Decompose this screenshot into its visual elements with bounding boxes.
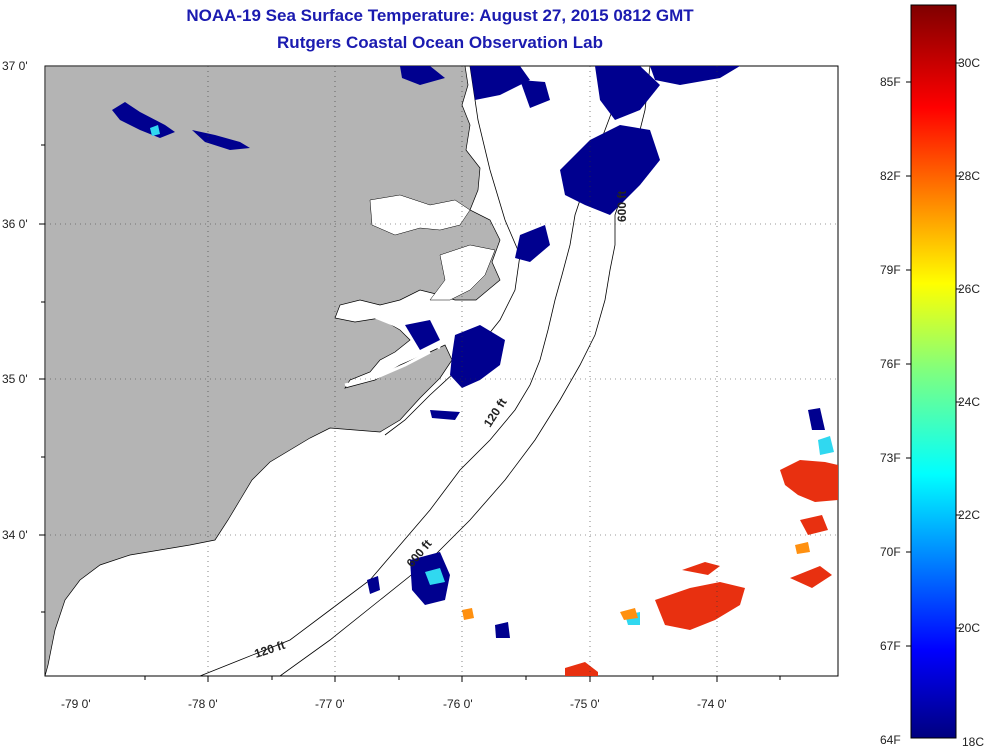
c-label: 22C xyxy=(958,508,980,522)
lon-label: -78 0' xyxy=(188,697,218,711)
latitude-labels: 37 0' 36 0' 35 0' 34 0' xyxy=(2,59,28,542)
longitude-labels: -79 0' -78 0' -77 0' -76 0' -75 0' -74 0… xyxy=(61,697,727,711)
albemarle-sound xyxy=(369,194,471,236)
f-label: 67F xyxy=(880,639,901,653)
f-label: 79F xyxy=(880,263,901,277)
graticule xyxy=(45,66,838,676)
pamlico-sound xyxy=(429,244,496,301)
colorbar-celsius-labels: 30C 28C 26C 24C 22C 20C 18C xyxy=(958,56,984,749)
colorbar-fahrenheit-labels: 85F 82F 79F 76F 73F 70F 67F 64F xyxy=(880,75,901,747)
f-label: 76F xyxy=(880,357,901,371)
contour-label-600ft: 600 ft xyxy=(615,191,629,222)
f-label: 70F xyxy=(880,545,901,559)
c-label: 28C xyxy=(958,169,980,183)
lat-label: 34 0' xyxy=(2,528,28,542)
axis-ticks xyxy=(39,144,781,682)
map-subtitle: Rutgers Coastal Ocean Observation Lab xyxy=(277,33,603,52)
f-label: 64F xyxy=(880,733,901,747)
c-label: 24C xyxy=(958,395,980,409)
lon-label: -75 0' xyxy=(570,697,600,711)
lon-label: -79 0' xyxy=(61,697,91,711)
sst-warm-patches xyxy=(565,460,838,676)
sst-orange-patches xyxy=(462,542,810,620)
sst-mid-patches xyxy=(150,125,834,625)
f-label: 85F xyxy=(880,75,901,89)
c-label: 26C xyxy=(958,282,980,296)
lat-label: 36 0' xyxy=(2,217,28,231)
f-label: 82F xyxy=(880,169,901,183)
neuse-river xyxy=(344,350,431,387)
sst-cold-patches xyxy=(112,66,825,638)
c-label: 18C xyxy=(962,735,984,749)
map-title: NOAA-19 Sea Surface Temperature: August … xyxy=(186,6,694,25)
colorbar xyxy=(910,4,957,739)
colorbar-ticks xyxy=(906,62,961,647)
lon-label: -76 0' xyxy=(443,697,473,711)
lon-label: -77 0' xyxy=(315,697,345,711)
lat-label: 35 0' xyxy=(2,372,28,386)
lat-label: 37 0' xyxy=(2,59,28,73)
lon-label: -74 0' xyxy=(697,697,727,711)
c-label: 20C xyxy=(958,621,980,635)
f-label: 73F xyxy=(880,451,901,465)
c-label: 30C xyxy=(958,56,980,70)
outer-banks xyxy=(384,66,521,436)
